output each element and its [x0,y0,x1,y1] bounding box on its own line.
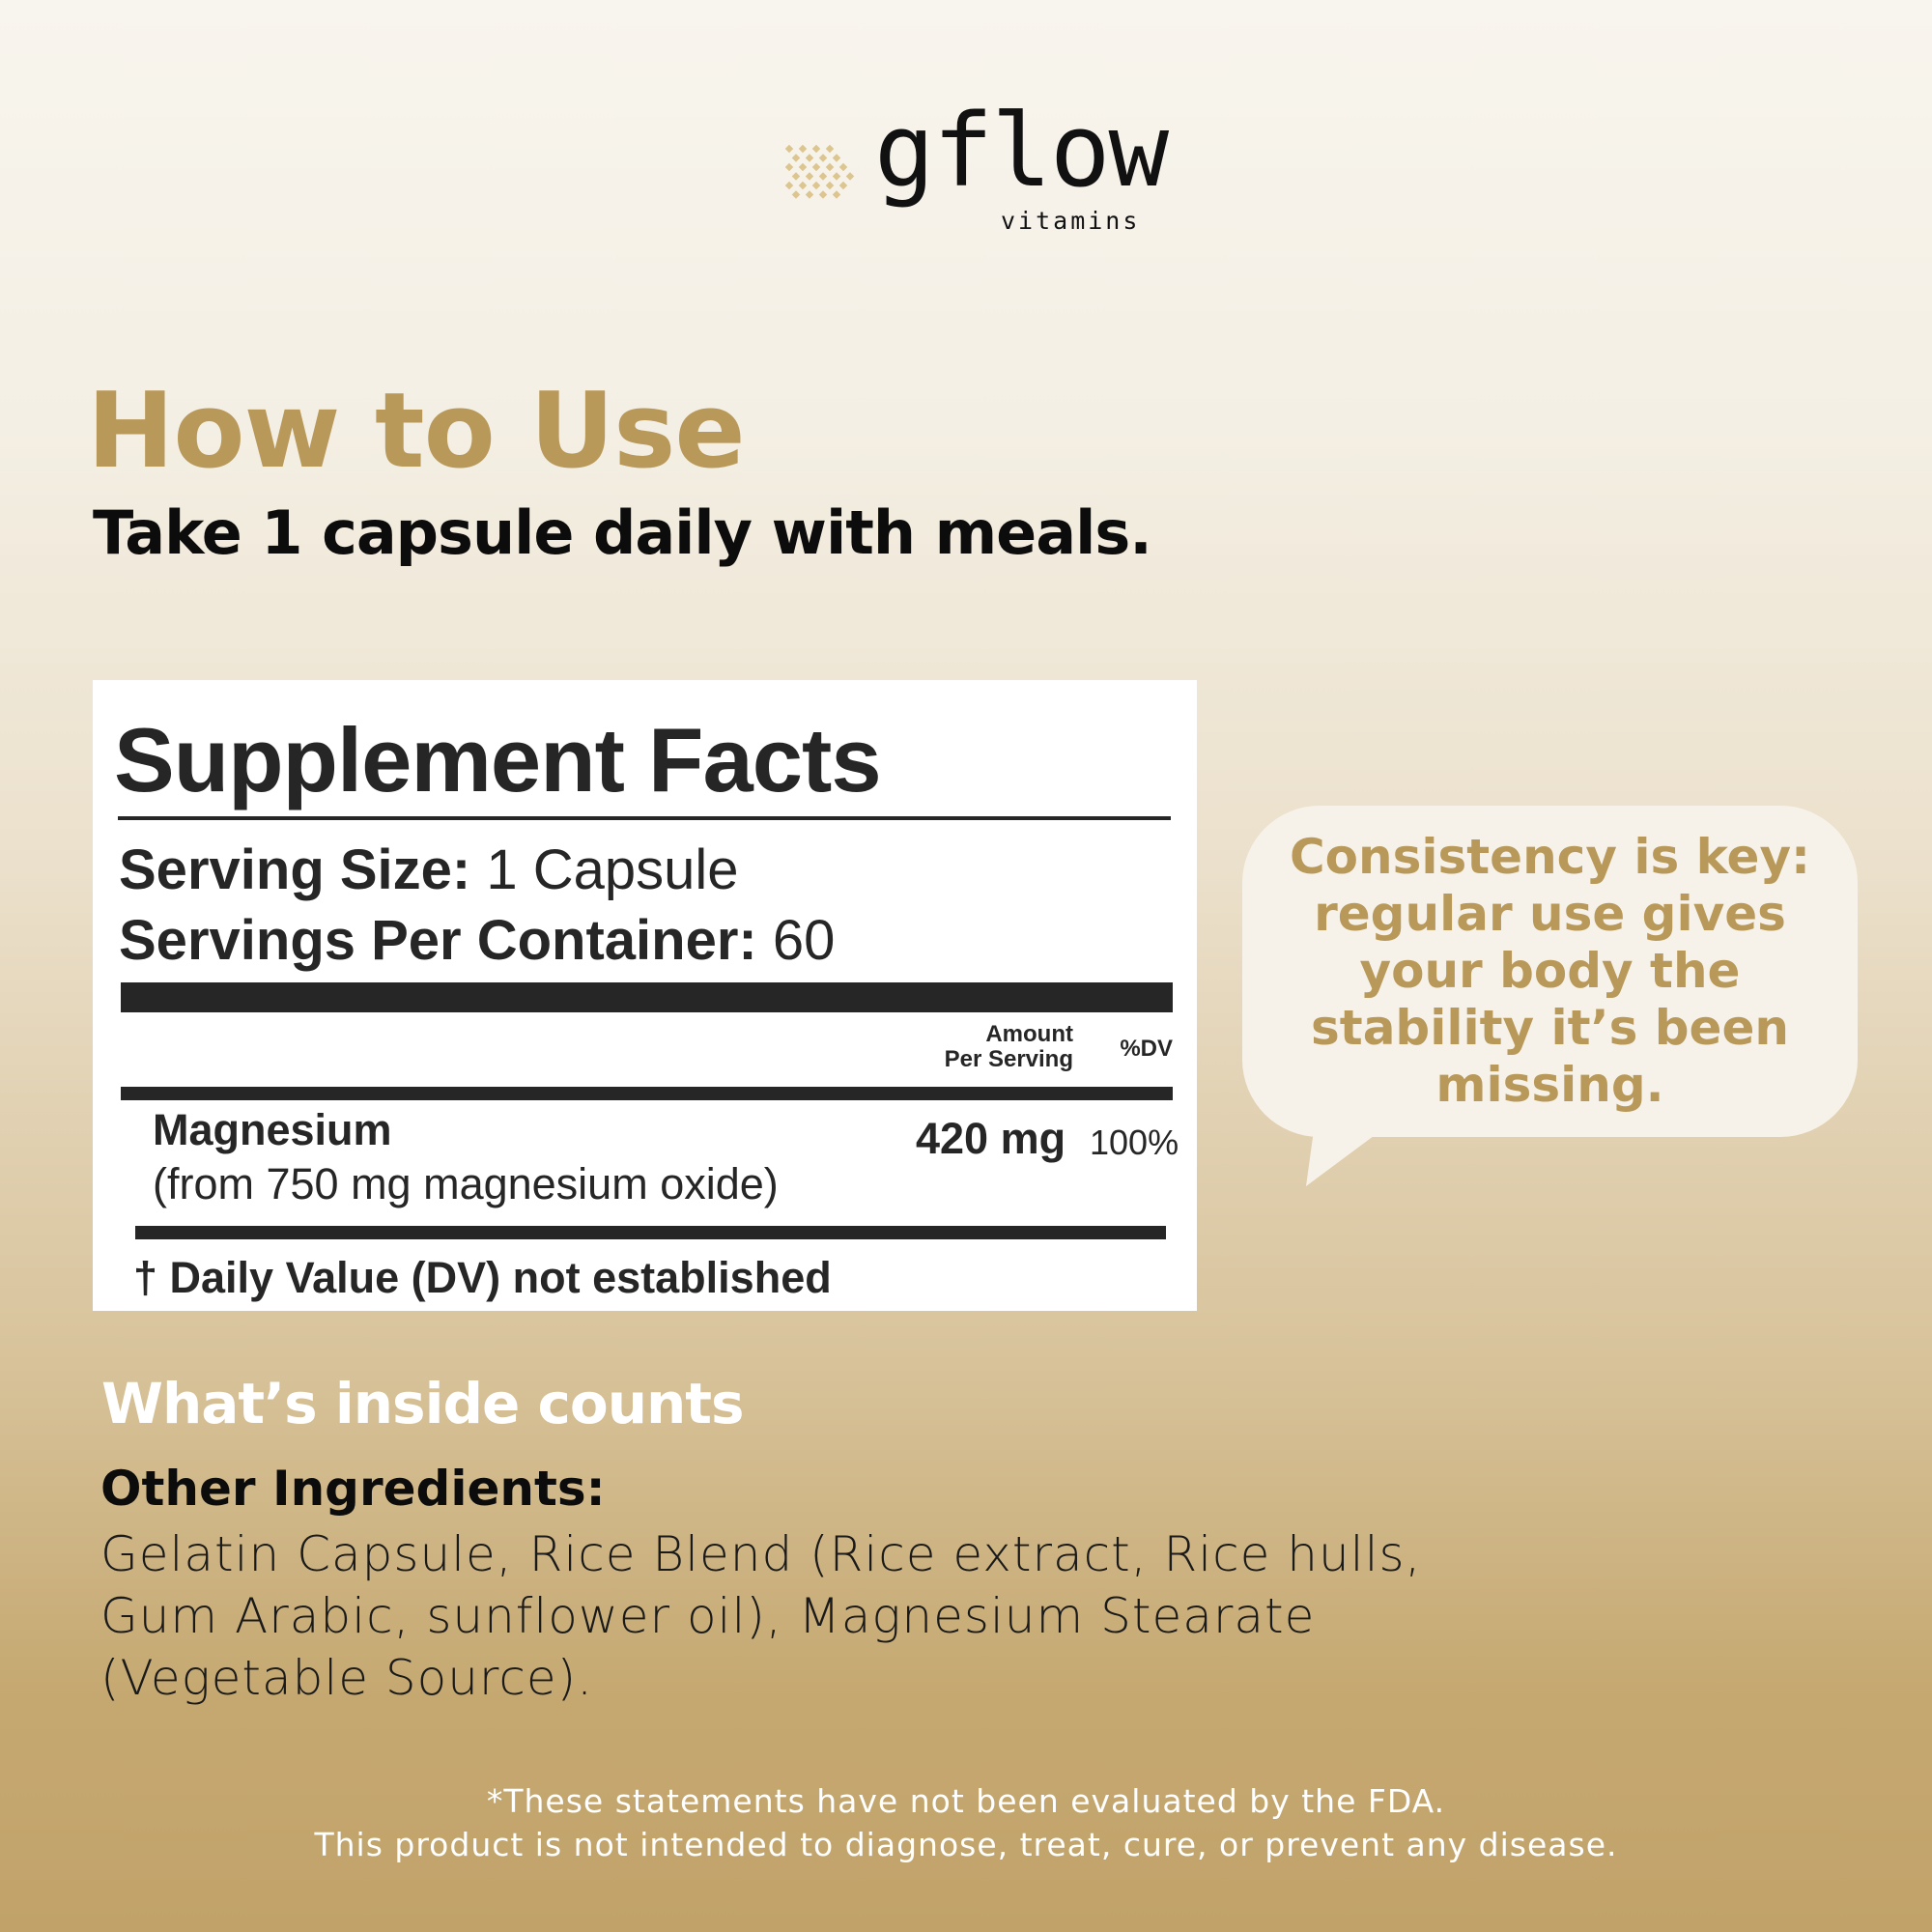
brand-logo: gflow [874,92,1169,210]
thick-divider [121,982,1173,1012]
logo-dot [805,190,814,199]
speech-bubble: Consistency is key: regular use gives yo… [1242,806,1858,1137]
callout-text: Consistency is key: regular use gives yo… [1289,829,1811,1113]
servings-value: 60 [756,909,836,972]
disclaimer-line1: *These statements have not been evaluate… [486,1782,1446,1820]
page-title: How to Use [87,371,746,492]
other-ingredients-text: Gelatin Capsule, Rice Blend (Rice extrac… [100,1526,1422,1706]
logo-dot [798,162,808,172]
logo-dot [838,162,848,172]
logo-mark-icon [785,145,855,199]
serving-size: Serving Size: 1 Capsule [119,838,739,902]
serving-size-label: Serving Size: [119,838,471,901]
facts-title: Supplement Facts [114,709,882,810]
divider [118,816,1171,820]
logo-dot [791,154,801,162]
logo-dot [785,145,794,154]
nutrient-dv: 100% [1090,1122,1179,1162]
logo-dot [832,190,841,199]
logo-dot [811,181,821,190]
fda-disclaimer: *These statements have not been evaluate… [0,1779,1932,1866]
logo-dot [832,154,841,162]
disclaimer-line2: This product is not intended to diagnose… [314,1826,1618,1863]
logo-dot [818,154,828,162]
other-ingredients-label: Other Ingredients: [100,1461,606,1517]
amount-header: Amount Per Serving [945,1022,1073,1072]
logo-dot [798,181,808,190]
nutrient-source: (from 750 mg magnesium oxide) [153,1159,779,1208]
logo-dot [825,145,835,154]
logo-dot [825,162,835,172]
dv-footnote: † Daily Value (DV) not established [133,1253,832,1302]
nutrient-name: Magnesium [153,1105,392,1154]
logo-dot [785,162,794,172]
dv-header: %DV [1120,1036,1173,1062]
divider [135,1226,1166,1239]
nutrient-amount: 420 mg [916,1114,1066,1163]
servings-label: Servings Per Container: [119,909,757,972]
logo-dot [818,172,828,181]
usage-instruction: Take 1 capsule daily with meals. [93,497,1152,568]
amount-header-line2: Per Serving [944,1046,1073,1072]
ingredients-heading: What’s inside counts [101,1371,745,1436]
logo-dot [798,145,808,154]
supplement-facts-panel: Supplement Facts Serving Size: 1 Capsule… [93,680,1197,1311]
serving-size-value: 1 Capsule [470,838,739,901]
logo-dot [818,190,828,199]
logo-dot [791,172,801,181]
logo-dot [825,181,835,190]
logo-dot [785,181,794,190]
brand-tagline: vitamins [1001,207,1141,235]
servings-per-container: Servings Per Container: 60 [119,909,835,973]
amount-header-line1: Amount [985,1021,1073,1047]
logo-dot [845,172,855,181]
logo-dot [838,181,848,190]
speech-bubble-tail [1306,1130,1381,1186]
logo-dot [805,154,814,162]
logo-dot [791,190,801,199]
logo-dot [811,162,821,172]
divider [121,1087,1173,1100]
logo-dot [811,145,821,154]
logo-dot [832,172,841,181]
logo-dot [805,172,814,181]
